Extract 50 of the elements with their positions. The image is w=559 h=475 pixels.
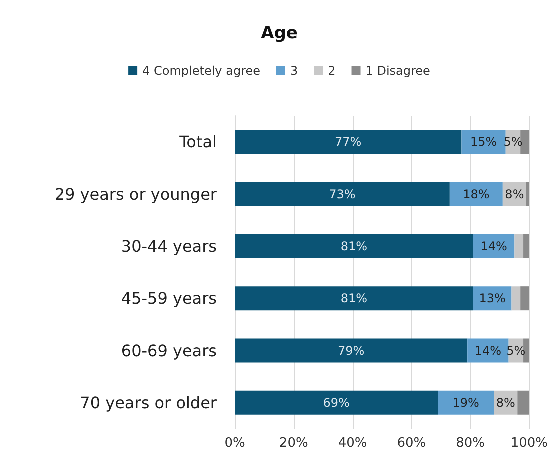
- chart-title: Age: [261, 24, 298, 44]
- bar: [235, 182, 450, 206]
- bar: [235, 390, 438, 415]
- bar: [524, 338, 530, 363]
- data-label: 81%: [340, 292, 368, 306]
- bar: [520, 130, 530, 154]
- data-label: 13%: [479, 292, 506, 306]
- x-tick-label: 20%: [279, 436, 308, 451]
- bar: [526, 182, 530, 206]
- bar: [468, 338, 509, 363]
- y-tick-label: Total: [178, 132, 217, 152]
- data-label: 69%: [323, 396, 350, 410]
- y-tick-label: 45-59 years: [121, 289, 217, 308]
- x-tick-label: 40%: [338, 436, 368, 451]
- data-label: 15%: [470, 135, 498, 150]
- legend-label: 4 Completely agree: [142, 64, 260, 78]
- legend-label: 3: [290, 64, 298, 78]
- x-tick-label: 100%: [510, 436, 548, 451]
- legend-label: 2: [328, 64, 336, 78]
- x-tick-label: 80%: [456, 436, 485, 451]
- bar: [473, 286, 512, 311]
- bar: [235, 234, 474, 258]
- x-tick-label: 60%: [397, 436, 426, 451]
- bar: [520, 286, 530, 311]
- y-tick-label: 70 years or older: [80, 393, 218, 412]
- data-label: 73%: [329, 187, 356, 202]
- data-label: 77%: [335, 135, 362, 150]
- bar: [235, 338, 468, 363]
- data-label: 14%: [474, 344, 502, 358]
- bar: [524, 234, 530, 258]
- bar: [512, 286, 521, 311]
- data-label: 8%: [505, 187, 524, 202]
- bar: [235, 130, 462, 154]
- data-label: 81%: [340, 239, 368, 254]
- y-tick-label: 60-69 years: [121, 341, 217, 360]
- data-label: 8%: [496, 396, 516, 410]
- legend-label: 1 Disagree: [366, 64, 430, 78]
- bar: [235, 286, 474, 311]
- data-label: 14%: [480, 239, 508, 254]
- data-label: 18%: [463, 187, 490, 202]
- y-tick-label: 30-44 years: [121, 236, 217, 256]
- bar: [518, 390, 530, 415]
- y-tick-label: 29 years or younger: [54, 184, 218, 204]
- x-tick-label: 0%: [224, 436, 246, 451]
- bar: [438, 390, 494, 415]
- data-label: 19%: [452, 396, 480, 410]
- data-label: 79%: [338, 344, 365, 358]
- bar: [450, 182, 503, 206]
- bar: [514, 234, 524, 258]
- bar: [462, 130, 506, 154]
